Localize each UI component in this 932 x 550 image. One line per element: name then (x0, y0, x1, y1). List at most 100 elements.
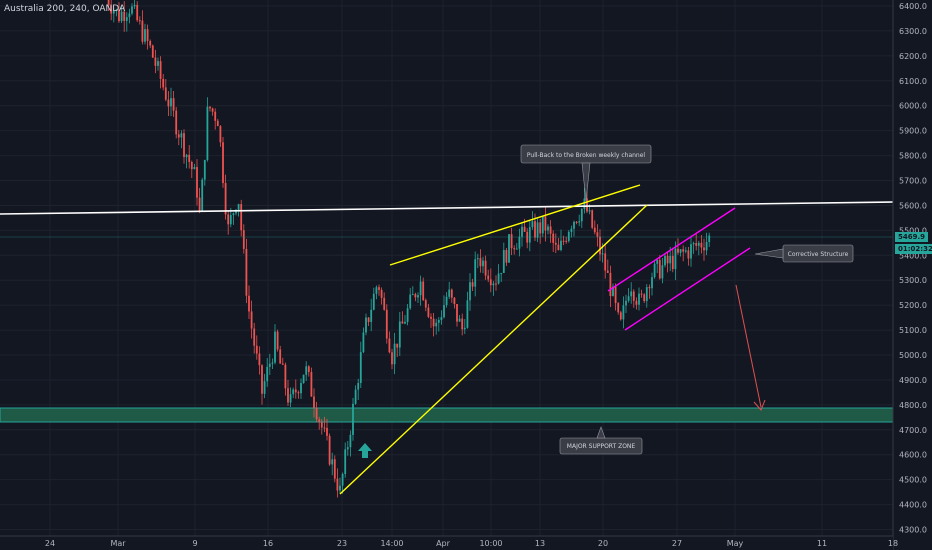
y-tick-label: 5300.0 (899, 276, 927, 285)
y-tick-label: 5500.0 (899, 226, 927, 235)
candle-body (151, 45, 154, 58)
candle-body (219, 126, 222, 143)
candle-body (424, 300, 427, 308)
candle-body (206, 106, 209, 160)
candle-body (461, 318, 464, 330)
candle-body (149, 40, 152, 46)
candle-body (617, 303, 620, 313)
candle-body (131, 6, 133, 14)
candle-body (586, 198, 588, 212)
channel-upper-line[interactable] (607, 207, 736, 292)
candle-body (690, 244, 692, 259)
candle-body (193, 167, 196, 170)
candle-body (250, 311, 253, 329)
candle-body (549, 226, 552, 234)
candle-body (214, 111, 217, 121)
candle-body (310, 372, 313, 397)
candle-body (133, 4, 136, 7)
candle-body (463, 327, 466, 330)
candle-body (261, 365, 263, 394)
candle-body (505, 250, 508, 263)
candle-body (440, 317, 443, 320)
candle-body (240, 204, 243, 231)
x-axis: 24 Mar 9 16 23 14:00 Apr 10:00 13 20 27 May 11 18 (45, 539, 898, 548)
symbol-title: Australia 200, 240, OANDA (4, 4, 126, 14)
candle-body (692, 243, 695, 245)
y-tick-label: 4700.0 (899, 426, 927, 435)
candle-body (445, 296, 448, 306)
candle-body (575, 221, 578, 223)
pullback-callout[interactable]: Pull-Back to the Broken weekly channel (520, 144, 652, 202)
candle-body (144, 29, 146, 42)
candle-body (227, 214, 230, 225)
candle-body (453, 297, 456, 305)
y-tick-label: 4400.0 (899, 501, 927, 510)
candle-body (489, 279, 492, 286)
candle-body (466, 300, 469, 328)
candle-body (138, 20, 141, 22)
candle-body (172, 98, 175, 111)
candle-body (320, 421, 323, 428)
candle-body (432, 318, 435, 327)
candle-body (635, 300, 638, 305)
candle-body (107, 0, 110, 6)
down-arrow[interactable] (735, 284, 766, 411)
candle-body (570, 228, 573, 232)
candle-body (128, 13, 131, 18)
y-tick-label: 5800.0 (899, 152, 927, 161)
candle-body (684, 250, 687, 252)
candle-body (125, 17, 128, 21)
candle-body (479, 258, 482, 267)
candle-body (287, 388, 289, 403)
channel-lower-line[interactable] (624, 247, 751, 331)
candle-body (274, 331, 276, 363)
candle-body (456, 304, 458, 322)
candle-body (175, 110, 178, 135)
candle-body (307, 366, 310, 373)
candle-body (253, 328, 256, 346)
candle-body (419, 281, 422, 296)
candle-body (669, 255, 672, 264)
candle-body (136, 4, 139, 21)
y-tick-label: 6400.0 (899, 2, 927, 11)
candle-body (344, 449, 347, 475)
time-axis-panel[interactable] (0, 536, 893, 550)
y-tick-label: 6200.0 (899, 52, 927, 61)
y-tick-label: 6100.0 (899, 77, 927, 86)
candle-body (536, 222, 539, 238)
corrective-callout[interactable]: Corrective Structure (754, 244, 854, 263)
candle-body (567, 231, 570, 242)
wedge-upper-line[interactable] (389, 184, 641, 266)
candle-body (164, 87, 167, 100)
candle-body (367, 317, 370, 323)
candle-body (162, 78, 165, 88)
candle-body (630, 291, 633, 297)
candle-body (422, 281, 425, 301)
candle-body (357, 383, 360, 390)
candle-body (341, 474, 344, 486)
candle-body (661, 265, 664, 279)
candle-body (185, 154, 188, 158)
wedge-lower-line[interactable] (339, 204, 648, 495)
candle-body (528, 227, 531, 243)
candle-body (515, 248, 518, 250)
candle-body (500, 272, 503, 274)
candle-body (378, 287, 380, 290)
y-tick-label: 4500.0 (899, 476, 927, 485)
candle-body (495, 283, 497, 285)
candle-body (167, 99, 170, 107)
x-tick-label: 24 (45, 539, 55, 548)
candle-body (695, 243, 698, 246)
support-callout[interactable]: MAJOR SUPPORT ZONE (559, 426, 643, 455)
candle-body (141, 20, 144, 42)
candle-body (196, 167, 198, 198)
x-tick-label: 16 (263, 539, 273, 548)
price-axis-panel[interactable] (893, 0, 932, 550)
support-zone-band[interactable] (0, 407, 894, 423)
candle-body (222, 142, 224, 184)
weekly-channel-line[interactable] (0, 201, 894, 215)
candle-body (112, 10, 115, 14)
candle-body (393, 343, 396, 365)
candle-body (118, 9, 120, 22)
